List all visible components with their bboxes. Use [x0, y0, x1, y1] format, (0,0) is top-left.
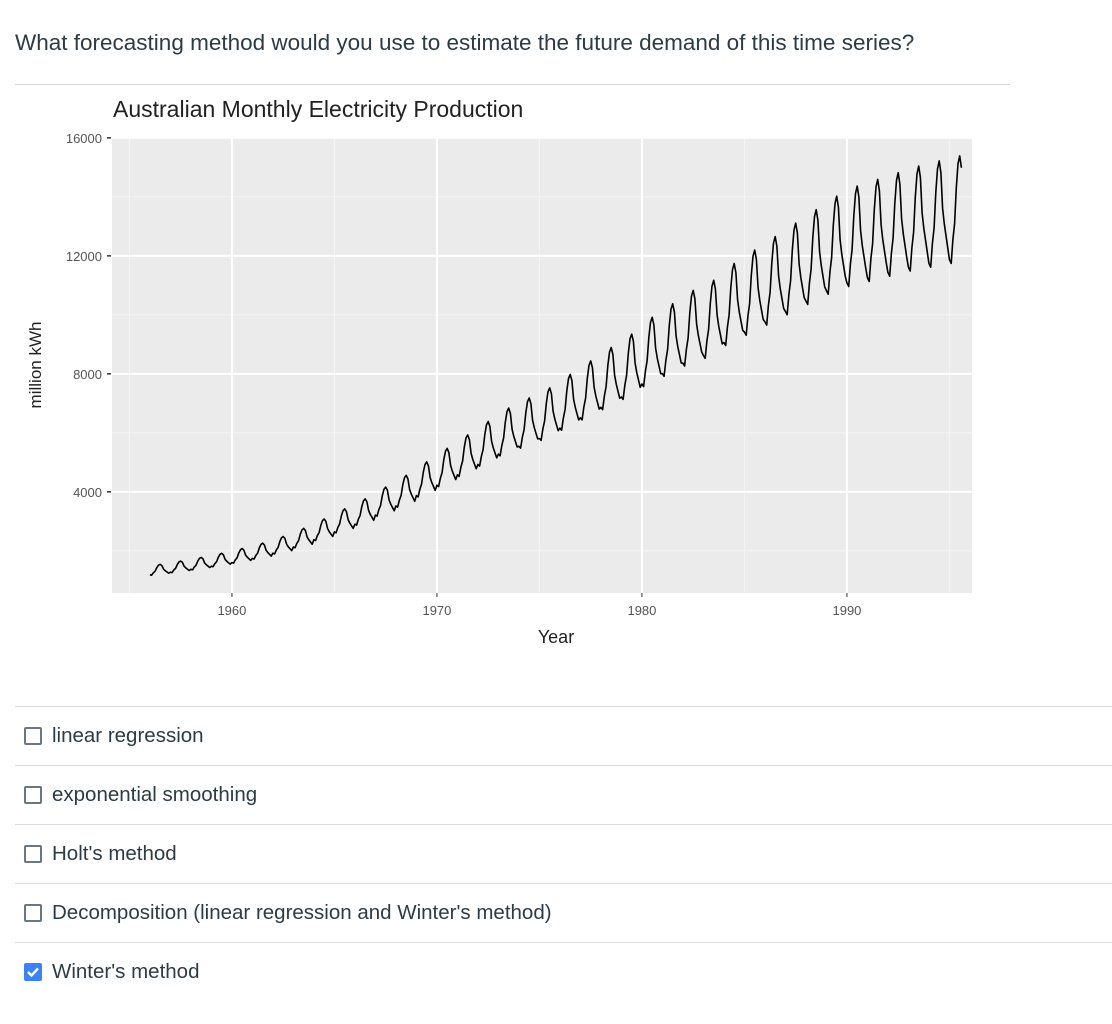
x-tick-label: 1990 [832, 603, 861, 618]
x-tick-label: 1960 [217, 603, 246, 618]
answer-label: Decomposition (linear regression and Win… [52, 901, 552, 924]
question-divider [15, 84, 1010, 85]
y-tick-label: 12000 [66, 249, 102, 264]
answer-label: exponential smoothing [52, 783, 258, 806]
checkbox[interactable] [24, 845, 42, 863]
answer-label: Holt's method [52, 842, 177, 865]
answer-option[interactable]: linear regression [15, 706, 1112, 765]
series-line [149, 155, 963, 576]
checkbox[interactable] [24, 904, 42, 922]
chart-title: Australian Monthly Electricity Productio… [113, 96, 523, 122]
checkbox[interactable] [24, 786, 42, 804]
answer-label: Winter's method [52, 960, 200, 983]
x-axis-title: Year [538, 627, 574, 647]
checkbox[interactable] [24, 727, 42, 745]
y-tick-label: 4000 [73, 485, 102, 500]
checkmark-icon [27, 967, 39, 977]
y-tick-label: 8000 [73, 367, 102, 382]
y-tick-label: 16000 [66, 131, 102, 146]
x-tick-label: 1980 [627, 603, 656, 618]
answer-option[interactable]: Decomposition (linear regression and Win… [15, 883, 1112, 942]
electricity-chart: Australian Monthly Electricity Productio… [26, 96, 972, 647]
answer-option[interactable]: Winter's method [15, 942, 1112, 1001]
plot-panel [112, 137, 972, 593]
answer-list: linear regression exponential smoothing Ho… [15, 706, 1112, 1001]
x-tick-label: 1970 [422, 603, 451, 618]
answer-option[interactable]: exponential smoothing [15, 765, 1112, 824]
y-axis-title: million kWh [26, 322, 45, 409]
answer-option[interactable]: Holt's method [15, 824, 1112, 883]
checkbox-checked[interactable] [24, 963, 42, 981]
answer-label: linear regression [52, 724, 204, 747]
question-text: What forecasting method would you use to… [15, 30, 915, 55]
